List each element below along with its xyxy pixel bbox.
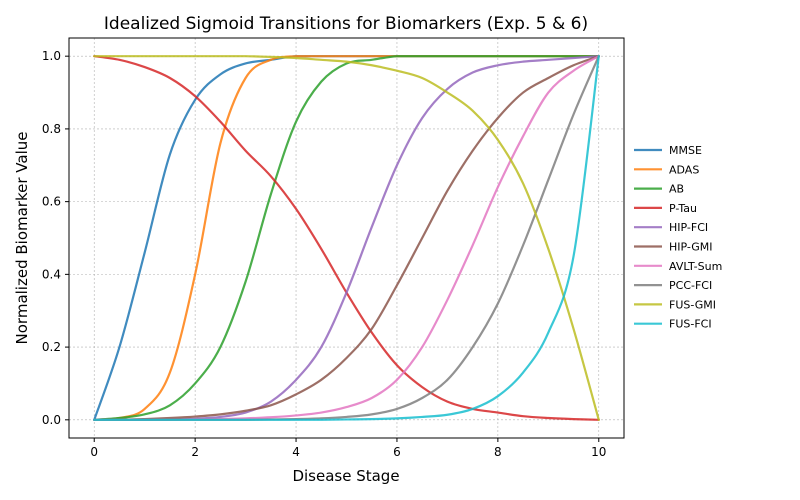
y-tick-label: 0.8	[42, 122, 61, 136]
legend-label-avlt-sum: AVLT-Sum	[669, 260, 722, 273]
x-tick-label: 4	[292, 445, 300, 459]
legend-label-mmse: MMSE	[669, 144, 702, 157]
y-tick-label: 1.0	[42, 49, 61, 63]
legend-label-fus-fci: FUS-FCI	[669, 318, 712, 331]
x-tick-label: 6	[393, 445, 401, 459]
legend-label-ab: AB	[669, 183, 684, 196]
legend-label-fus-gmi: FUS-GMI	[669, 298, 716, 311]
legend-label-adas: ADAS	[669, 163, 699, 176]
chart-title: Idealized Sigmoid Transitions for Biomar…	[104, 14, 588, 34]
y-tick-label: 0.2	[42, 340, 61, 354]
legend-label-hip-fci: HIP-FCI	[669, 221, 708, 234]
x-tick-label: 10	[591, 445, 606, 459]
series-line-fus-gmi	[93, 55, 600, 421]
grid	[69, 38, 624, 438]
y-tick-label: 0.6	[42, 195, 61, 209]
y-tick-label: 0.0	[42, 413, 61, 427]
legend-label-p-tau: P-Tau	[669, 202, 697, 215]
x-tick-label: 8	[494, 445, 502, 459]
legend: MMSE ADAS AB P-Tau HIP-FCI HIP-GMI AVLT-Sum PCC…	[634, 144, 722, 331]
axis-ticks: 0 2 4 6 8 10 0.0 0.2 0.4 0.6 0.8 1.0	[42, 49, 607, 459]
legend-label-pcc-fci: PCC-FCI	[669, 279, 712, 292]
plot-frame	[68, 37, 625, 439]
x-tick-label: 0	[90, 445, 98, 459]
series-lines	[93, 55, 600, 421]
y-axis-label: Normalized Biomarker Value	[13, 132, 31, 345]
legend-label-hip-gmi: HIP-GMI	[669, 241, 713, 254]
y-tick-label: 0.4	[42, 267, 61, 281]
series-line-fus-fci	[93, 55, 600, 421]
series-line-hip-gmi	[93, 55, 600, 421]
series-line-ab	[93, 55, 600, 421]
x-tick-label: 2	[191, 445, 199, 459]
x-axis-label: Disease Stage	[292, 467, 399, 485]
